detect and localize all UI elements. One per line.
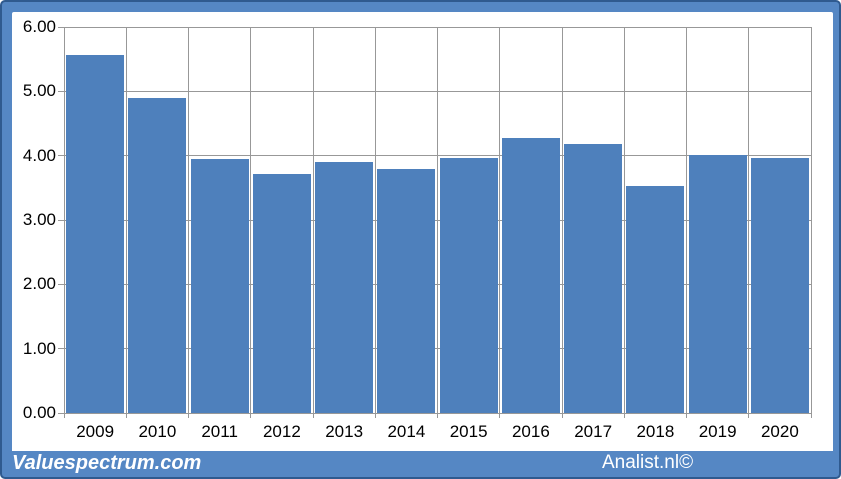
x-tick-label: 2018 bbox=[636, 422, 675, 441]
x-axis-tick bbox=[125, 413, 127, 418]
y-axis-line bbox=[63, 27, 65, 413]
gridline-v bbox=[499, 27, 501, 413]
x-tick-label: 2014 bbox=[387, 422, 426, 441]
gridline-v bbox=[623, 27, 625, 413]
x-tick-label: 2019 bbox=[698, 422, 737, 441]
bars bbox=[64, 27, 811, 413]
x-axis-tick bbox=[188, 413, 189, 418]
gridline-v bbox=[125, 27, 127, 413]
gridline-v bbox=[748, 27, 750, 413]
x-tick-label: 2011 bbox=[201, 422, 238, 441]
x-axis-tick bbox=[748, 413, 750, 418]
x-axis-tick bbox=[810, 413, 812, 418]
x-axis-tick bbox=[250, 413, 252, 418]
x-axis-tick bbox=[499, 413, 501, 418]
bar-2017 bbox=[564, 144, 623, 413]
bar-2013 bbox=[315, 162, 374, 413]
x-axis-tick bbox=[623, 413, 625, 418]
y-axis-tick bbox=[58, 26, 64, 28]
y-tick-label: 3.00 bbox=[22, 210, 56, 229]
watermark-analist: Analist.nl© bbox=[602, 452, 694, 473]
watermark-valuespectrum: Valuespectrum.com bbox=[12, 452, 202, 474]
y-tick-label: 6.00 bbox=[22, 17, 56, 36]
gridline-v bbox=[561, 27, 563, 413]
x-tick-label: 2009 bbox=[76, 422, 115, 441]
footer-band: Valuespectrum.com Analist.nl© bbox=[4, 451, 837, 475]
bar-2015 bbox=[439, 158, 498, 413]
y-tick-label: 5.00 bbox=[22, 81, 56, 101]
y-axis-tick bbox=[58, 219, 64, 221]
y-tick-label: 2.00 bbox=[22, 274, 56, 294]
bar-2018 bbox=[626, 185, 685, 413]
x-tick-label: 2016 bbox=[511, 422, 550, 441]
x-axis-tick bbox=[437, 413, 438, 418]
gridline-v bbox=[250, 27, 252, 413]
x-tick-label: 2012 bbox=[262, 422, 301, 441]
y-axis-tick bbox=[58, 155, 64, 157]
bar-2010 bbox=[128, 97, 187, 413]
x-axis-tick bbox=[63, 413, 65, 418]
x-tick-label: 2017 bbox=[574, 422, 613, 441]
y-axis-tick bbox=[58, 348, 64, 350]
x-tick-label: 2013 bbox=[325, 422, 364, 441]
y-axis-tick bbox=[58, 90, 64, 92]
x-axis-tick bbox=[312, 413, 314, 418]
bar-2020 bbox=[750, 158, 809, 413]
plot-area bbox=[63, 26, 812, 414]
gridline-v bbox=[312, 27, 314, 413]
x-tick-label: 2015 bbox=[449, 422, 488, 441]
gridline-v bbox=[810, 27, 812, 413]
bar-2011 bbox=[190, 158, 249, 413]
bar-2019 bbox=[688, 155, 747, 413]
x-axis-tick bbox=[561, 413, 563, 418]
x-axis-tick bbox=[374, 413, 376, 418]
bar-2016 bbox=[501, 137, 560, 413]
y-axis-tick bbox=[58, 283, 64, 285]
y-tick-label: 1.00 bbox=[22, 338, 56, 358]
x-axis-tick bbox=[686, 413, 687, 418]
y-tick-label: 4.00 bbox=[22, 145, 56, 165]
x-tick-label: 2010 bbox=[138, 422, 177, 441]
y-axis-tick bbox=[58, 412, 64, 414]
gridline-v bbox=[374, 27, 376, 413]
gridline-v bbox=[188, 27, 189, 413]
y-tick-label: 0.00 bbox=[22, 403, 56, 422]
x-tick-label: 2020 bbox=[760, 422, 799, 441]
bar-2014 bbox=[377, 169, 436, 413]
bar-2009 bbox=[66, 55, 125, 413]
gridline-v bbox=[437, 27, 438, 413]
gridline-v bbox=[686, 27, 687, 413]
bar-2012 bbox=[252, 174, 311, 413]
